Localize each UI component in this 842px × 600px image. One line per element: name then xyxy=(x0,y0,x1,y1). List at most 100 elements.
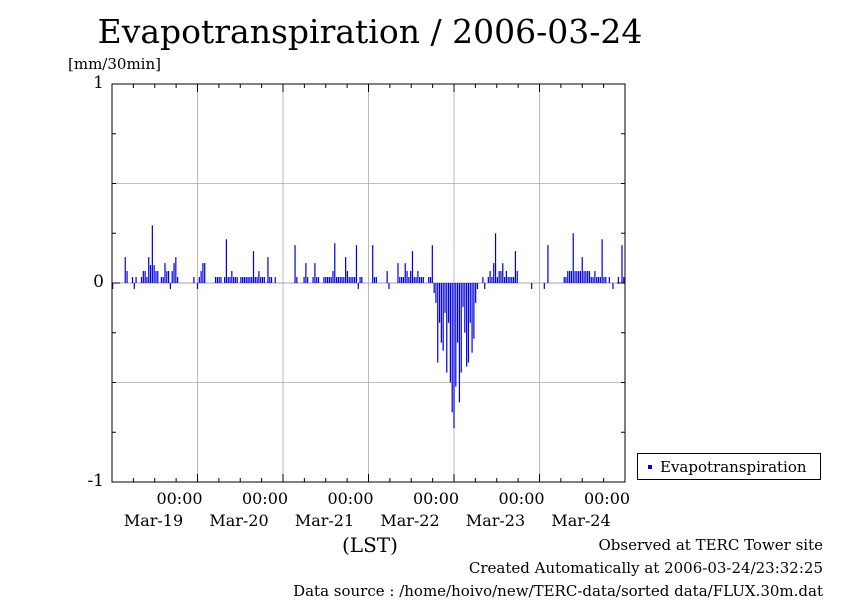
bar xyxy=(449,283,451,383)
bar xyxy=(361,277,363,283)
bar xyxy=(413,277,415,283)
bar xyxy=(373,277,376,283)
bar xyxy=(135,277,137,283)
bar xyxy=(249,277,251,283)
bar xyxy=(447,283,450,323)
bar xyxy=(274,277,276,283)
bar xyxy=(567,271,569,283)
bar xyxy=(245,277,247,283)
bar xyxy=(601,239,603,283)
bar xyxy=(227,277,229,283)
bar xyxy=(514,251,517,283)
bar xyxy=(399,277,401,283)
bar xyxy=(605,277,607,283)
bar xyxy=(491,277,493,283)
bar xyxy=(415,277,417,283)
bar xyxy=(126,271,128,283)
legend-swatch xyxy=(648,465,652,469)
bar xyxy=(233,277,235,283)
bar xyxy=(247,277,249,283)
bar xyxy=(596,277,598,283)
bar xyxy=(352,277,354,283)
bar xyxy=(325,277,327,283)
bar xyxy=(460,283,462,373)
bar xyxy=(236,277,238,283)
y-tick-label: -1 xyxy=(87,471,104,491)
bar xyxy=(464,283,466,333)
x-axis-label: (LST) xyxy=(342,533,398,557)
x-tick-date-label: Mar-24 xyxy=(551,511,611,530)
bar xyxy=(451,283,453,413)
bar xyxy=(471,283,473,353)
x-tick-time-label: 00:00 xyxy=(327,489,374,508)
bar xyxy=(386,271,388,283)
bar xyxy=(168,271,170,283)
bar xyxy=(218,277,220,283)
bar xyxy=(252,251,255,283)
footer-observed: Observed at TERC Tower site xyxy=(598,536,823,554)
bar xyxy=(220,277,222,283)
bar xyxy=(216,277,218,283)
bar xyxy=(419,277,421,283)
x-tick-date-label: Mar-21 xyxy=(294,511,355,530)
x-tick-date-label: Mar-23 xyxy=(465,511,526,530)
bar xyxy=(196,283,199,289)
bar xyxy=(581,257,583,283)
bar xyxy=(462,283,464,307)
bar xyxy=(590,277,592,283)
bar xyxy=(251,277,253,283)
bar xyxy=(583,271,585,283)
bar xyxy=(494,233,497,283)
bar xyxy=(428,277,430,283)
bar xyxy=(455,283,457,387)
chart-title: Evapotranspiration / 2006-03-24 xyxy=(97,12,643,51)
bar xyxy=(509,277,511,283)
bar xyxy=(588,271,591,283)
bar xyxy=(429,277,432,283)
bar xyxy=(563,277,565,283)
bar xyxy=(339,277,341,283)
bar xyxy=(594,271,596,283)
x-tick-time-label: 00:00 xyxy=(412,489,460,508)
bar xyxy=(476,283,479,289)
bar xyxy=(204,263,206,283)
bar xyxy=(354,277,356,283)
bar xyxy=(234,277,237,283)
bar xyxy=(435,283,437,303)
bar xyxy=(229,277,231,283)
bar xyxy=(350,277,352,283)
bar xyxy=(446,283,448,373)
bar xyxy=(457,283,459,343)
bar xyxy=(431,245,433,283)
bar xyxy=(397,263,399,283)
bar xyxy=(202,263,204,283)
bar xyxy=(200,271,202,283)
bar xyxy=(263,277,265,283)
bar xyxy=(437,283,439,363)
bar xyxy=(256,277,258,283)
bar xyxy=(242,277,244,283)
bar xyxy=(112,283,114,289)
x-tick-time-label: 00:00 xyxy=(498,489,545,508)
bar xyxy=(328,277,330,283)
bar xyxy=(225,239,228,283)
bar xyxy=(417,271,419,283)
bar xyxy=(411,251,414,283)
bar xyxy=(140,277,143,283)
bar xyxy=(214,277,217,283)
bar xyxy=(177,277,179,283)
bar xyxy=(303,277,305,283)
bar xyxy=(307,277,309,283)
bar xyxy=(422,277,424,283)
legend-label: Evapotranspiration xyxy=(660,458,807,476)
legend: Evapotranspiration xyxy=(637,453,821,480)
bar xyxy=(592,277,594,283)
bar xyxy=(467,283,470,363)
bar xyxy=(570,271,573,283)
bar xyxy=(565,277,567,283)
bar xyxy=(438,283,441,323)
x-tick-time-label: 00:00 xyxy=(156,489,203,508)
bar xyxy=(493,263,495,283)
bar xyxy=(513,277,515,283)
bar xyxy=(585,271,587,283)
